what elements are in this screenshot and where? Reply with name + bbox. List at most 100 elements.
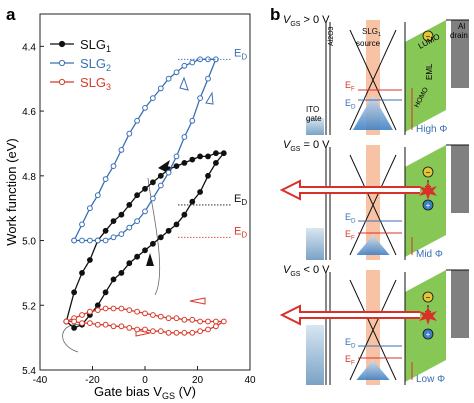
data-point xyxy=(220,318,227,325)
data-point xyxy=(189,198,196,205)
data-point xyxy=(94,302,101,309)
data-point xyxy=(205,75,211,82)
filled-states xyxy=(356,360,390,380)
light-emission-arrow xyxy=(279,179,420,201)
hole-plus-glyph: + xyxy=(426,330,431,339)
data-point xyxy=(205,326,211,333)
y-ticks: 4.4 4.6 4.8 5.0 5.2 5.4 xyxy=(22,42,44,377)
data-point xyxy=(71,289,77,296)
data-point xyxy=(197,153,204,160)
ed-label: ED xyxy=(345,98,356,110)
source-label: source xyxy=(356,39,381,48)
data-point xyxy=(94,321,101,328)
x-tick-label: 20 xyxy=(192,375,204,386)
data-point xyxy=(102,321,109,328)
data-point xyxy=(110,218,117,225)
data-point xyxy=(94,237,101,244)
legend-marker xyxy=(58,59,66,67)
data-point xyxy=(126,260,133,267)
data-point xyxy=(197,318,204,325)
data-point xyxy=(165,315,172,322)
electron: − xyxy=(422,166,434,178)
data-point xyxy=(173,329,180,336)
data-point xyxy=(181,62,188,69)
data-point xyxy=(157,313,164,320)
legend-marker xyxy=(58,78,66,86)
data-point xyxy=(197,95,204,101)
data-point xyxy=(110,163,117,170)
ef-label: EF xyxy=(345,229,355,241)
data-point xyxy=(102,237,109,244)
emission-star-icon xyxy=(419,307,437,325)
data-point xyxy=(102,227,109,234)
y-tick-label: 5.2 xyxy=(22,301,36,312)
data-point xyxy=(189,117,196,124)
drain-block xyxy=(451,145,469,213)
phi-label: Low Φ xyxy=(416,374,445,385)
ed-label: ED xyxy=(345,212,356,224)
legend-entry-slg3: SLG3 xyxy=(50,75,111,92)
data-point xyxy=(197,328,204,335)
gate-label: gate xyxy=(306,114,322,123)
electron-minus-glyph: − xyxy=(426,293,431,302)
drain-label: drain xyxy=(450,31,468,40)
panel-b-label: b xyxy=(270,5,280,24)
data-point xyxy=(205,172,211,179)
eml-region xyxy=(405,270,446,382)
data-point xyxy=(150,95,156,101)
legend-label: SLG3 xyxy=(80,75,111,92)
legend-marker xyxy=(58,40,66,48)
dirac-cone-line-2 xyxy=(349,279,397,381)
data-point xyxy=(157,85,164,92)
data-point xyxy=(220,150,227,157)
data-point xyxy=(181,211,188,218)
y-tick-label: 4.8 xyxy=(22,172,36,183)
data-point xyxy=(118,323,125,330)
data-point xyxy=(102,176,109,183)
data-point xyxy=(165,169,172,176)
data-point xyxy=(79,312,85,318)
series-slg3 xyxy=(63,305,227,336)
data-point xyxy=(110,234,117,241)
data-point xyxy=(142,247,148,254)
data-point xyxy=(126,202,133,208)
gate-block xyxy=(306,118,324,135)
data-point xyxy=(197,189,204,195)
data-point xyxy=(150,195,156,202)
band-diagram-2: VGS = 0 V EF ED − + Mid Φ xyxy=(279,139,469,260)
data-point xyxy=(142,208,148,215)
electron: − xyxy=(422,30,434,42)
condition-label: VGS = 0 V xyxy=(283,139,330,153)
data-point xyxy=(142,326,148,333)
data-point xyxy=(181,134,188,140)
x-tick-label: 40 xyxy=(244,375,256,386)
x-tick-label: -40 xyxy=(33,375,48,386)
annotation-layer: ED ED ED xyxy=(178,47,247,239)
sweep-arrow-up xyxy=(146,253,154,266)
data-point xyxy=(102,305,109,312)
ito-label: ITO xyxy=(306,105,319,114)
data-point xyxy=(87,320,93,327)
data-point xyxy=(71,318,77,325)
data-point xyxy=(189,329,196,336)
data-point xyxy=(142,185,148,192)
sweep-arrow-blue-1 xyxy=(179,76,189,91)
data-point xyxy=(118,270,125,276)
series-slg2 xyxy=(71,56,219,244)
electron-icon xyxy=(422,291,434,303)
series-layer xyxy=(63,56,227,336)
condition-label: VGS > 0 V xyxy=(283,14,330,28)
data-point xyxy=(118,211,125,218)
ed-label: ED xyxy=(345,337,356,349)
legend-label: SLG2 xyxy=(80,56,111,73)
eml-label: EML xyxy=(425,63,434,80)
data-point xyxy=(205,318,211,325)
data-point xyxy=(150,312,156,318)
data-point xyxy=(173,315,180,322)
data-point xyxy=(150,240,156,247)
data-point xyxy=(134,117,141,124)
data-point xyxy=(126,307,133,314)
drain-block xyxy=(451,20,469,88)
data-point xyxy=(165,227,172,234)
